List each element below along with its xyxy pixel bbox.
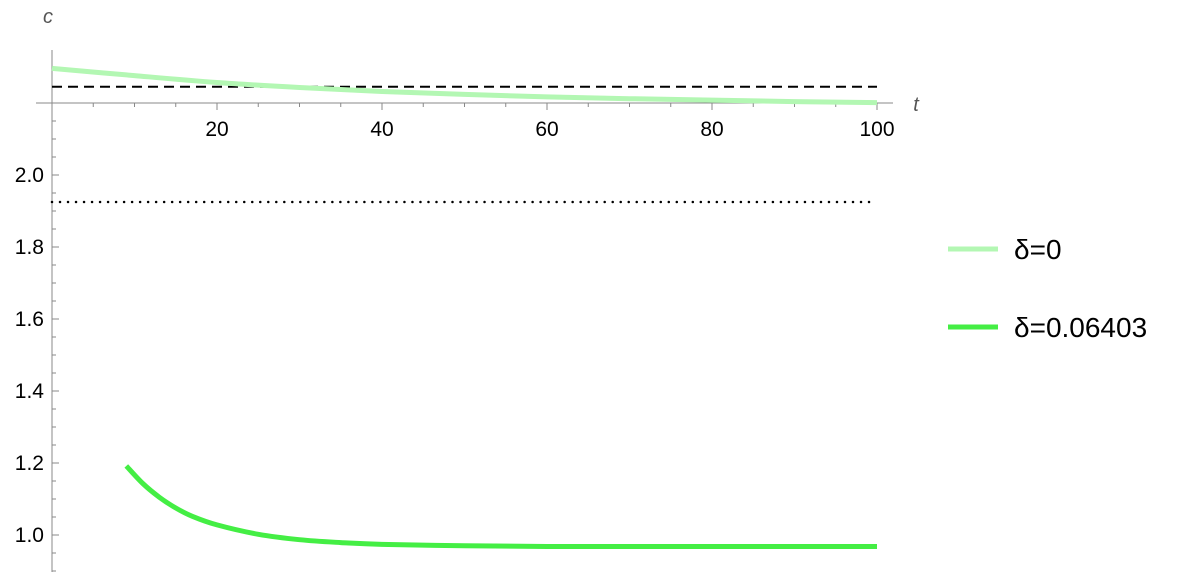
series-line-1 xyxy=(124,464,877,550)
y-tick-label: 2.0 xyxy=(15,164,44,187)
y-tick-label: 1.2 xyxy=(15,452,44,475)
x-tick-label: 80 xyxy=(700,118,723,141)
x-tick-label: 60 xyxy=(535,118,558,141)
legend-label-1: δ=0.06403 xyxy=(1014,312,1147,343)
x-tick-label: 40 xyxy=(370,118,393,141)
x-axis-label: t xyxy=(913,94,920,116)
axes: 20 40 60 80 100 1.0 1.2 1.4 1.6 1.8 2.0 c t xyxy=(15,6,920,572)
y-tick-label: 1.8 xyxy=(15,236,44,259)
reference-lines xyxy=(50,85,879,204)
x-tick-label: 100 xyxy=(859,118,894,141)
legend: δ=0 δ=0.06403 xyxy=(948,234,1147,343)
x-tick-label: 20 xyxy=(205,118,228,141)
y-tick-label: 1.0 xyxy=(15,524,44,547)
y-tick-label: 1.4 xyxy=(15,380,45,403)
legend-label-0: δ=0 xyxy=(1014,234,1062,265)
y-tick-label: 1.6 xyxy=(15,308,44,331)
series-layer xyxy=(51,65,878,550)
series-line-0 xyxy=(51,65,878,106)
y-axis-label: c xyxy=(43,6,53,28)
